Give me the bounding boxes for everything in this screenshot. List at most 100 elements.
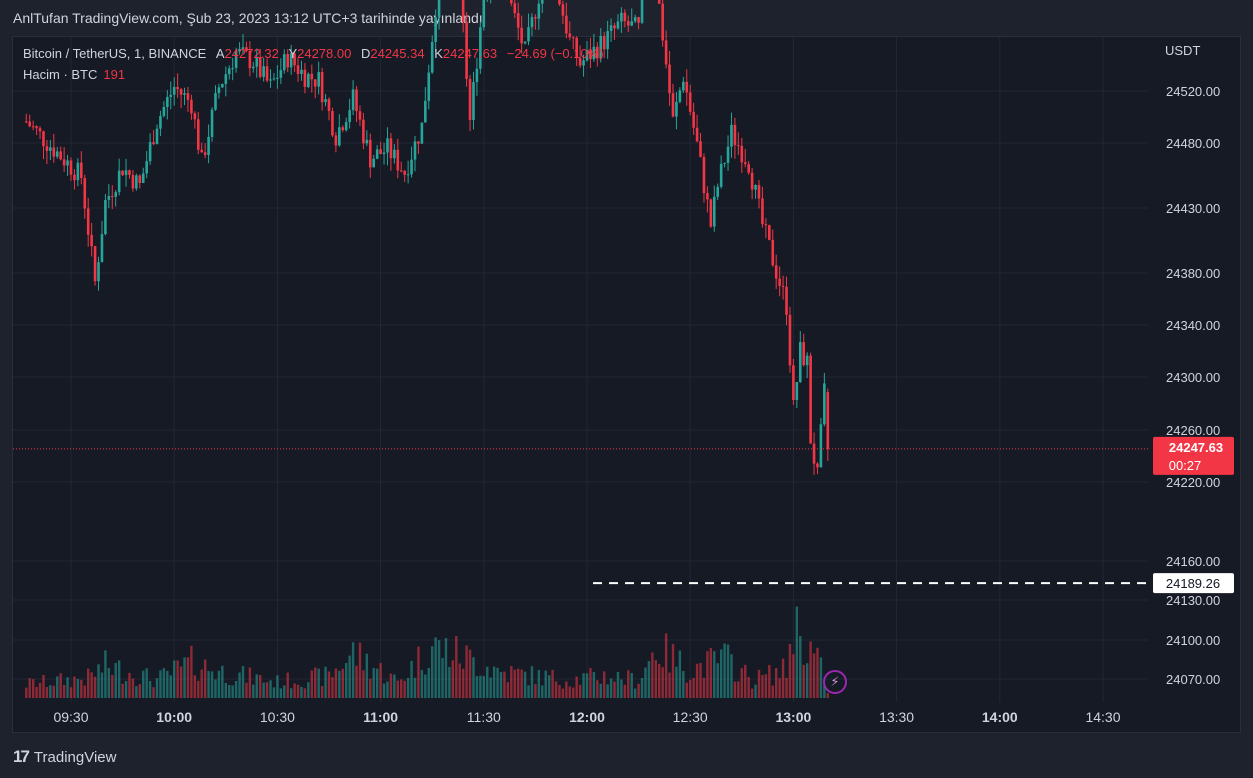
volume-bar	[819, 657, 823, 698]
x-tick-label: 12:00	[569, 709, 605, 725]
candle-body	[52, 147, 56, 157]
volume-bar	[682, 671, 685, 698]
volume-bar	[355, 665, 358, 698]
close-label: K	[434, 46, 443, 61]
volume-bar	[661, 667, 664, 698]
volume-bar	[644, 667, 647, 698]
candle-body	[461, 0, 465, 22]
candle-body	[166, 97, 169, 108]
volume-bar	[503, 671, 506, 698]
candle-body	[183, 93, 186, 95]
candle-body	[671, 93, 675, 117]
candle-body	[28, 121, 32, 127]
chart-pane[interactable]	[12, 36, 1241, 733]
volume-bar	[279, 688, 283, 698]
candle-body	[623, 12, 627, 22]
candle-body	[245, 47, 248, 52]
volume-bar	[826, 693, 829, 698]
candle-body	[217, 87, 221, 94]
candle-body	[709, 199, 713, 227]
candle-body	[386, 138, 389, 153]
candle-body	[585, 50, 589, 61]
volume-bar	[640, 678, 644, 698]
volume-bar	[372, 667, 375, 698]
candles	[24, 0, 830, 475]
candle-body	[774, 265, 778, 279]
volume-bar	[128, 672, 131, 698]
candle-body	[221, 83, 224, 88]
candle-body	[482, 0, 486, 28]
volume-bar	[441, 658, 444, 698]
volume-bar	[479, 675, 482, 698]
candle-body	[179, 89, 183, 95]
volume-bar	[812, 653, 816, 698]
volume-bar	[138, 684, 141, 698]
candle-body	[110, 196, 114, 198]
candle-body	[341, 127, 345, 131]
volume-bar	[42, 674, 45, 698]
volume-bar	[193, 675, 197, 698]
x-tick-label: 11:00	[363, 709, 398, 725]
volume-bar	[733, 681, 737, 698]
volume-bar	[544, 670, 547, 698]
candle-body	[124, 170, 128, 176]
symbol-label[interactable]: Bitcoin / TetherUS, 1, BINANCE	[23, 46, 207, 61]
candle-body	[155, 128, 159, 145]
candle-body	[389, 138, 393, 159]
candle-body	[276, 77, 279, 79]
candle-body	[55, 151, 59, 157]
volume-bar	[572, 687, 575, 698]
candle-body	[80, 162, 83, 179]
x-tick-label: 13:30	[879, 709, 914, 725]
volume-bar	[241, 666, 245, 698]
volume-bar	[444, 638, 448, 698]
volume-bar	[589, 668, 592, 698]
volume-bar	[382, 683, 386, 698]
volume-bar	[417, 646, 420, 698]
volume-bar	[658, 663, 661, 698]
volume-bar	[709, 647, 713, 698]
volume-bar	[56, 676, 59, 698]
lightning-icon[interactable]: ⚡	[823, 670, 847, 694]
candle-body	[172, 87, 176, 95]
candle-body	[606, 31, 609, 50]
candle-body	[747, 164, 750, 173]
volume-bar	[458, 663, 461, 698]
candle-body	[819, 424, 823, 468]
volume-bar	[369, 678, 372, 698]
volume-bar	[654, 660, 657, 698]
candle-body	[510, 0, 513, 4]
candle-body	[702, 156, 706, 194]
candle-body	[540, 0, 544, 4]
volume-label[interactable]: Hacim · BTC	[23, 67, 98, 82]
candle-body	[706, 193, 709, 200]
candle-body	[664, 40, 668, 65]
volume-bar	[52, 685, 55, 698]
volume-bar	[97, 664, 100, 698]
candle-body	[768, 225, 771, 240]
volume-bar	[788, 644, 792, 698]
candle-body	[135, 175, 138, 189]
volume-bar	[66, 677, 69, 698]
candle-body	[516, 13, 520, 28]
volume-bar	[107, 667, 111, 698]
horizontal-line-tag	[1153, 573, 1234, 594]
volume-legend: Hacim · BTC 191	[23, 67, 125, 82]
volume-bar	[327, 671, 331, 698]
candle-body	[252, 66, 255, 69]
candle-body	[282, 54, 286, 71]
volume-bar	[176, 660, 179, 698]
candle-body	[599, 35, 603, 59]
volume-bar	[496, 667, 499, 698]
volume-bar	[224, 682, 227, 698]
volume-bar	[303, 688, 307, 698]
tradingview-brand[interactable]: 17 TradingView	[13, 747, 116, 767]
volume-bar	[719, 649, 723, 698]
volume-bar	[265, 682, 269, 698]
volume-bar	[214, 679, 217, 698]
volume-bar	[558, 684, 561, 698]
candle-body	[38, 128, 42, 132]
volume-bar	[795, 606, 799, 698]
volume-bars	[25, 606, 829, 698]
